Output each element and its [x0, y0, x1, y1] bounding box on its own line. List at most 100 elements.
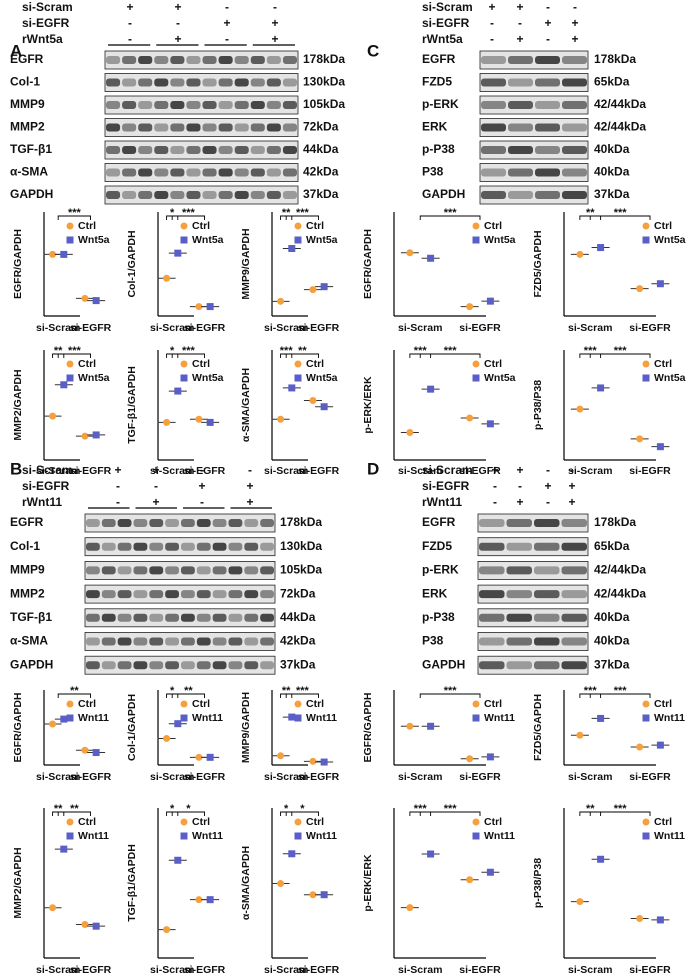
- condition-sign: -: [573, 0, 577, 14]
- blot-strip: [479, 140, 589, 160]
- significance-label: ***: [68, 345, 82, 357]
- legend-marker: [180, 374, 188, 382]
- blot-band: [266, 146, 281, 154]
- blot-band: [244, 661, 259, 670]
- data-point: [277, 415, 285, 423]
- blot-band: [534, 519, 560, 527]
- significance-label: ***: [296, 685, 310, 697]
- data-point: [92, 431, 100, 439]
- significance-label: **: [184, 685, 193, 697]
- data-point: [406, 249, 414, 257]
- significance-bracket: [171, 353, 205, 358]
- x-tick-label: si-Scram: [36, 465, 80, 477]
- protein-name: α-SMA: [10, 634, 48, 648]
- blot-band: [266, 123, 281, 132]
- blot-band: [561, 519, 587, 527]
- protein-name: α-SMA: [10, 165, 48, 179]
- significance-label: *: [284, 803, 289, 815]
- protein-name: p-ERK: [422, 563, 459, 577]
- condition-sign: -: [546, 463, 550, 477]
- legend-label: Wnt11: [78, 712, 109, 724]
- blot-band: [234, 101, 249, 109]
- legend-marker: [472, 236, 480, 244]
- blot-band: [260, 542, 274, 551]
- data-point: [486, 753, 494, 761]
- data-point: [309, 891, 317, 899]
- significance-label: ***: [444, 207, 458, 219]
- x-tick-label: si-EGFR: [70, 465, 112, 477]
- x-tick-label: si-EGFR: [298, 465, 340, 477]
- condition-sign: -: [490, 32, 494, 46]
- blot-band: [122, 78, 137, 87]
- condition-sign: +: [516, 495, 523, 509]
- protein-name: MMP2: [10, 586, 45, 600]
- x-tick-label: si-Scram: [264, 322, 308, 334]
- data-point: [466, 755, 474, 763]
- legend-marker: [472, 700, 480, 708]
- blot-band: [282, 101, 297, 109]
- data-point: [656, 280, 664, 288]
- band-size: 42/44kDa: [594, 586, 646, 600]
- data-point: [49, 250, 57, 258]
- blot-band: [508, 191, 533, 199]
- blot-strip: [84, 561, 276, 580]
- band-size: 42/44kDa: [594, 97, 646, 111]
- legend-label: Wnt5a: [192, 372, 224, 384]
- blot-band: [260, 590, 274, 599]
- condition-sign: -: [546, 32, 550, 46]
- legend-label: Ctrl: [78, 358, 96, 370]
- data-point: [576, 405, 584, 413]
- data-point: [277, 880, 285, 888]
- data-point: [597, 714, 605, 722]
- blot-band: [138, 78, 153, 87]
- legend-marker: [472, 360, 480, 368]
- blot-band: [266, 56, 281, 64]
- blot-band: [101, 661, 116, 670]
- y-axis-label: TGF-β1/GAPDH: [126, 366, 138, 444]
- blot-band: [86, 566, 100, 575]
- x-tick-label: si-EGFR: [298, 964, 340, 976]
- condition-sign: -: [200, 463, 204, 477]
- protein-name: GAPDH: [10, 657, 53, 671]
- protein-name: MMP9: [10, 563, 45, 577]
- blot-band: [117, 613, 132, 622]
- x-tick-label: si-EGFR: [629, 465, 671, 477]
- blot-band: [181, 590, 195, 599]
- band-size: 40kDa: [594, 634, 630, 648]
- legend-label: Wnt5a: [306, 372, 338, 384]
- condition-sign: +: [174, 0, 181, 14]
- legend-label: Wnt11: [192, 712, 223, 724]
- blot-band: [228, 637, 243, 646]
- significance-label: **: [586, 207, 595, 219]
- significance-bracket: [419, 215, 481, 220]
- legend-label: Ctrl: [306, 358, 324, 370]
- y-axis-label: p-ERK/ERK: [362, 376, 374, 434]
- blot-band: [196, 637, 211, 646]
- data-point: [636, 743, 644, 751]
- legend-marker: [66, 832, 74, 840]
- significance-label: **: [54, 803, 63, 815]
- x-tick-label: si-Scram: [398, 771, 442, 783]
- significance-bracket: [285, 215, 319, 220]
- x-tick-label: si-Scram: [568, 465, 612, 477]
- x-tick-label: si-EGFR: [629, 771, 671, 783]
- x-tick-label: si-Scram: [150, 964, 194, 976]
- data-point: [174, 249, 182, 257]
- legend-label: Wnt11: [484, 712, 515, 724]
- significance-label: **: [282, 685, 291, 697]
- significance-bracket: [589, 693, 651, 698]
- legend-marker: [642, 222, 650, 230]
- blot-band: [165, 542, 179, 551]
- x-tick-label: si-EGFR: [70, 771, 112, 783]
- protein-name: ERK: [422, 120, 448, 134]
- band-size: 37kDa: [303, 187, 339, 201]
- data-point: [320, 283, 328, 291]
- legend-marker: [180, 714, 188, 722]
- band-size: 178kDa: [303, 52, 345, 66]
- panel-label: C: [367, 41, 379, 60]
- legend-marker: [180, 360, 188, 368]
- blot-band: [138, 56, 153, 64]
- condition-sign: +: [271, 16, 278, 30]
- data-point: [277, 297, 285, 305]
- significance-bracket: [171, 215, 205, 220]
